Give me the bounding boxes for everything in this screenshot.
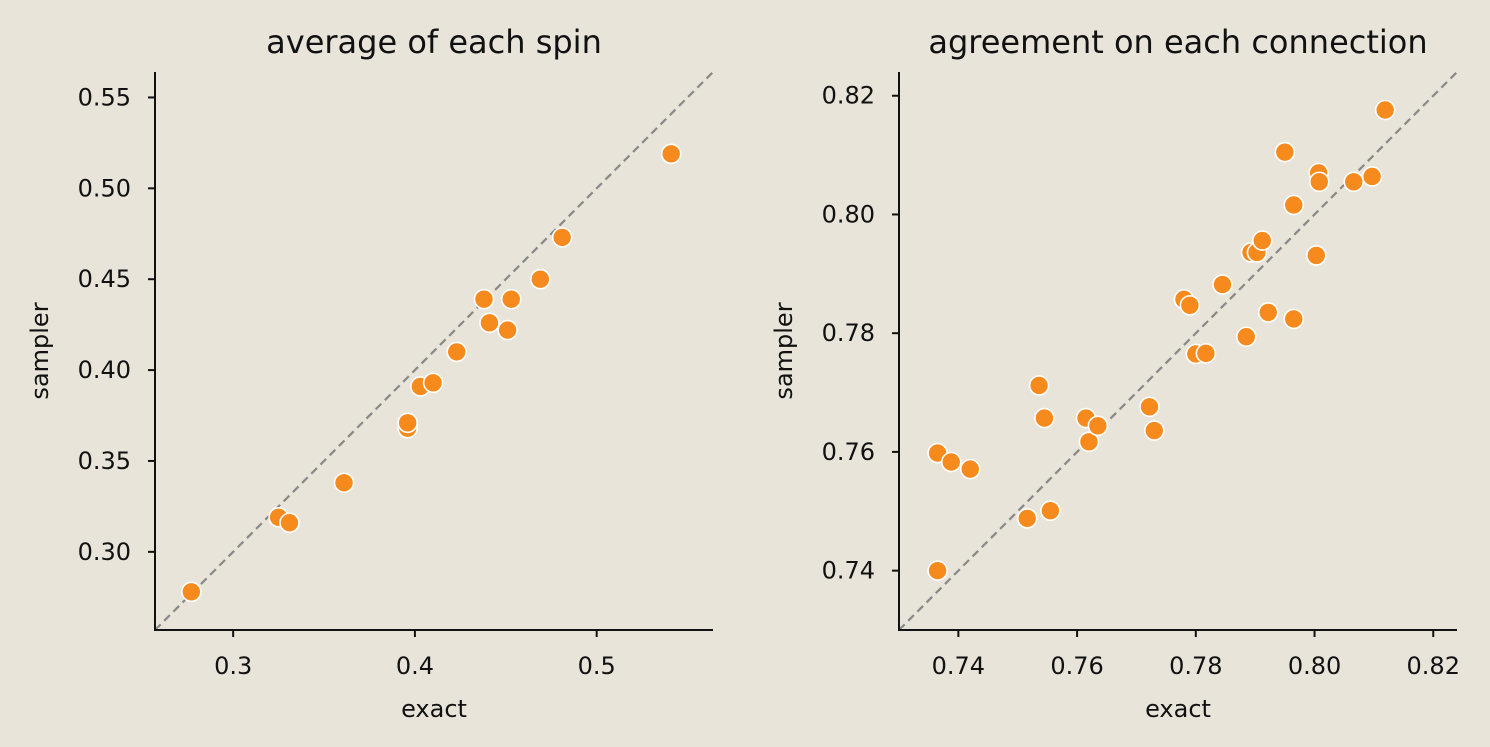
data-point xyxy=(422,372,444,394)
x-tick-label: 0.82 xyxy=(1407,652,1460,680)
data-point xyxy=(1235,326,1257,348)
data-point xyxy=(1087,415,1109,437)
data-point xyxy=(940,451,962,473)
data-point xyxy=(1143,420,1165,441)
data-point xyxy=(1016,508,1038,529)
x-axis-label: exact xyxy=(401,695,467,723)
data-point xyxy=(1028,375,1050,396)
data-point xyxy=(497,319,518,341)
data-point xyxy=(181,581,202,603)
x-tick-label: 0.78 xyxy=(1169,652,1222,680)
data-point xyxy=(1195,343,1217,364)
y-axis-ticks: 0.30 0.35 0.40 0.45 0.50 0.55 xyxy=(78,83,155,566)
data-point xyxy=(500,288,522,310)
reference-line xyxy=(154,71,714,631)
x-tick-label: 0.4 xyxy=(396,652,434,680)
data-point xyxy=(1361,166,1383,187)
y-tick-label: 0.40 xyxy=(78,356,131,384)
data-point xyxy=(1283,194,1305,216)
data-point xyxy=(1078,431,1100,453)
y-tick-label: 0.74 xyxy=(822,557,875,585)
data-point xyxy=(1374,99,1396,121)
x-tick-label: 0.5 xyxy=(578,652,616,680)
data-point xyxy=(959,458,981,480)
data-point xyxy=(1212,274,1233,295)
y-axis-label: sampler xyxy=(26,302,54,399)
data-point xyxy=(530,268,551,290)
data-point xyxy=(1139,396,1160,418)
y-tick-label: 0.78 xyxy=(822,319,875,347)
data-point xyxy=(660,143,682,165)
y-axis-label: sampler xyxy=(770,302,798,399)
chart-panel-agreement-on-each-connection: agreement on each connection exact sampl… xyxy=(770,23,1460,723)
data-point xyxy=(279,512,300,534)
data-point xyxy=(1179,294,1201,316)
data-point xyxy=(1343,171,1365,193)
data-point xyxy=(1283,308,1305,330)
data-point xyxy=(333,472,355,494)
data-point xyxy=(446,341,468,363)
y-tick-label: 0.80 xyxy=(822,200,875,228)
y-tick-label: 0.55 xyxy=(78,83,131,111)
data-point xyxy=(1274,141,1296,163)
chart-title: average of each spin xyxy=(266,23,602,61)
chart-title: agreement on each connection xyxy=(928,23,1427,61)
data-point xyxy=(479,312,500,334)
y-tick-label: 0.76 xyxy=(822,438,875,466)
reference-line xyxy=(898,71,1458,631)
reference-line-group xyxy=(154,71,714,631)
x-tick-label: 0.74 xyxy=(932,652,985,680)
data-point xyxy=(1040,500,1061,521)
data-point xyxy=(397,412,418,434)
scatter-points xyxy=(181,143,682,603)
y-tick-label: 0.35 xyxy=(78,447,131,475)
x-tick-label: 0.76 xyxy=(1050,652,1103,680)
data-point xyxy=(551,227,573,248)
x-tick-label: 0.3 xyxy=(214,652,252,680)
y-tick-label: 0.30 xyxy=(78,538,131,566)
y-tick-label: 0.45 xyxy=(78,265,131,293)
scatter-points xyxy=(927,99,1396,581)
y-axis-ticks: 0.74 0.76 0.78 0.80 0.82 xyxy=(822,82,899,585)
data-point xyxy=(1308,171,1330,193)
data-point xyxy=(1306,245,1327,266)
y-tick-label: 0.50 xyxy=(78,174,131,202)
x-tick-label: 0.80 xyxy=(1288,652,1341,680)
chart-panel-average-of-each-spin: average of each spin exact sampler 0.3 0.… xyxy=(26,23,714,723)
reference-line-group xyxy=(898,71,1458,631)
data-point xyxy=(1034,407,1055,429)
x-axis-label: exact xyxy=(1145,695,1211,723)
data-point xyxy=(1251,230,1273,251)
data-point xyxy=(927,560,948,581)
y-tick-label: 0.82 xyxy=(822,82,875,110)
x-axis-ticks: 0.3 0.4 0.5 xyxy=(214,630,616,680)
data-point xyxy=(1257,302,1279,323)
data-point xyxy=(473,288,495,310)
x-axis-ticks: 0.74 0.76 0.78 0.80 0.82 xyxy=(932,630,1460,680)
